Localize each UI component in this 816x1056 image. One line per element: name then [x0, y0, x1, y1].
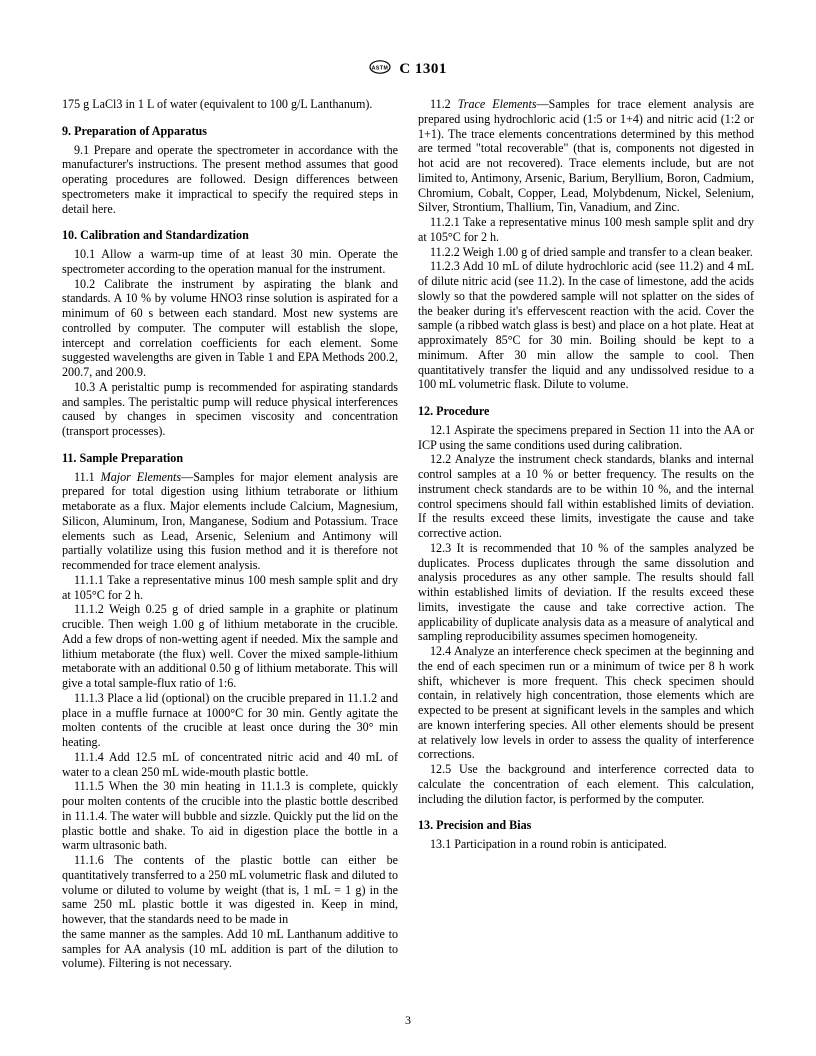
para-10-2: 10.2 Calibrate the instrument by aspirat…: [62, 277, 398, 380]
para-11-1-1: 11.1.1 Take a representative minus 100 m…: [62, 573, 398, 603]
body-columns: 175 g LaCl3 in 1 L of water (equivalent …: [62, 97, 754, 995]
section-11-title: 11. Sample Preparation: [62, 451, 398, 466]
page-header: ASTM C 1301: [62, 60, 754, 79]
intro-continuation: 175 g LaCl3 in 1 L of water (equivalent …: [62, 97, 398, 112]
section-12-title: 12. Procedure: [418, 404, 754, 419]
para-11-1: 11.1 Major Elements—Samples for major el…: [62, 470, 398, 573]
em-major-elements: Major Elements: [101, 470, 181, 484]
para-13-1: 13.1 Participation in a round robin is a…: [418, 837, 754, 852]
para-12-1: 12.1 Aspirate the specimens prepared in …: [418, 423, 754, 453]
para-11-2-2: 11.2.2 Weigh 1.00 g of dried sample and …: [418, 245, 754, 260]
em-trace-elements: Trace Elements: [458, 97, 537, 111]
para-11-2-1: 11.2.1 Take a representative minus 100 m…: [418, 215, 754, 245]
right-continuation: the same manner as the samples. Add 10 m…: [62, 927, 398, 971]
para-12-2: 12.2 Analyze the instrument check standa…: [418, 452, 754, 541]
rest-11-2: —Samples for trace element analysis are …: [418, 97, 754, 214]
para-11-1-6: 11.1.6 The contents of the plastic bottl…: [62, 853, 398, 927]
astm-logo: ASTM: [369, 60, 391, 79]
designation: C 1301: [399, 61, 447, 77]
para-12-4: 12.4 Analyze an interference check speci…: [418, 644, 754, 762]
section-9-title: 9. Preparation of Apparatus: [62, 124, 398, 139]
lead-11-2: 11.2: [430, 97, 458, 111]
para-11-1-5: 11.1.5 When the 30 min heating in 11.1.3…: [62, 779, 398, 853]
page-number: 3: [0, 1013, 816, 1028]
para-10-3: 10.3 A peristaltic pump is recommended f…: [62, 380, 398, 439]
para-11-1-4: 11.1.4 Add 12.5 mL of concentrated nitri…: [62, 750, 398, 780]
para-11-1-2: 11.1.2 Weigh 0.25 g of dried sample in a…: [62, 602, 398, 691]
section-10-title: 10. Calibration and Standardization: [62, 228, 398, 243]
para-10-1: 10.1 Allow a warm-up time of at least 30…: [62, 247, 398, 277]
section-13-title: 13. Precision and Bias: [418, 818, 754, 833]
logo-text: ASTM: [372, 66, 389, 72]
para-11-1-3: 11.1.3 Place a lid (optional) on the cru…: [62, 691, 398, 750]
para-11-2-3: 11.2.3 Add 10 mL of dilute hydrochloric …: [418, 259, 754, 392]
para-12-3: 12.3 It is recommended that 10 % of the …: [418, 541, 754, 644]
para-9-1: 9.1 Prepare and operate the spectrometer…: [62, 143, 398, 217]
para-12-5: 12.5 Use the background and interference…: [418, 762, 754, 806]
rest-11-1: —Samples for major element analysis are …: [62, 470, 398, 573]
para-11-2: 11.2 Trace Elements—Samples for trace el…: [418, 97, 754, 215]
lead-11-1: 11.1: [74, 470, 101, 484]
